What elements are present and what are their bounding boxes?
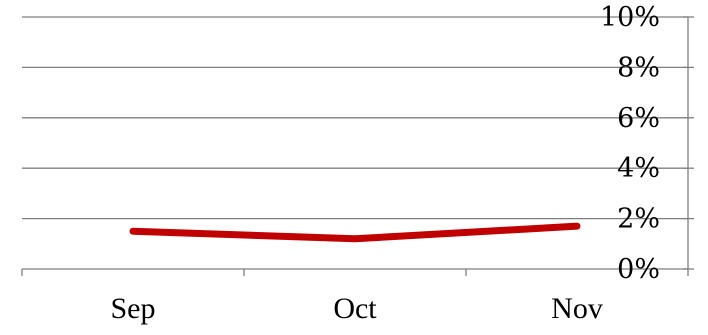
y-tick-label: 8% (617, 52, 660, 83)
x-tick-label: Sep (111, 292, 156, 325)
series-line-0 (129, 222, 581, 243)
x-tick-label: Nov (551, 292, 603, 325)
axes (21, 16, 694, 276)
y-tick-label: 10% (600, 2, 660, 33)
labels: 0% 2% 4% 6% 8% 10% Sep Oct Nov (111, 2, 661, 325)
y-tick-label: 4% (617, 153, 660, 184)
x-tick-label: Oct (333, 292, 377, 325)
y-tick-label: 0% (617, 254, 660, 285)
y-tick-label: 6% (617, 103, 660, 134)
gridlines (22, 16, 688, 220)
series (129, 222, 581, 243)
y-tick-label: 2% (617, 204, 660, 235)
